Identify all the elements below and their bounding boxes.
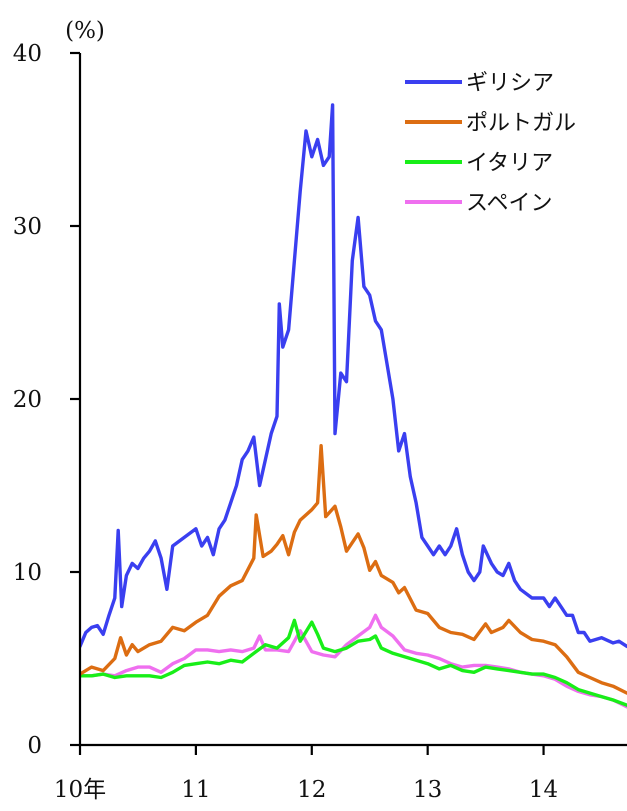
y-tick-label: 40 [13,41,42,67]
y-tick-label: 0 [27,733,42,759]
axes: 0 10 20 30 40 10年 11 12 13 14 [13,41,627,803]
series-line-2 [80,444,627,695]
legend-label-2: ポルトガル [466,111,576,136]
x-tick-label: 13 [413,777,442,803]
y-tick-label: 20 [13,387,42,413]
x-tick-label: 14 [529,777,558,803]
y-tick-label: 30 [13,214,42,240]
y-axis-unit-label: (%) [65,18,105,44]
x-tick-label: 11 [181,777,210,803]
series-line-4 [80,613,627,709]
series-line-3 [80,618,627,707]
plot-area [80,103,627,709]
legend-label-4: スペイン [466,191,552,216]
legend-label-1: ギリシア [466,71,554,96]
series-line-1 [80,103,627,649]
x-tick-label: 10年 [54,777,106,803]
x-tick-label: 12 [297,777,326,803]
legend-label-3: イタリア [466,151,553,176]
y-tick-label: 10 [13,560,42,586]
